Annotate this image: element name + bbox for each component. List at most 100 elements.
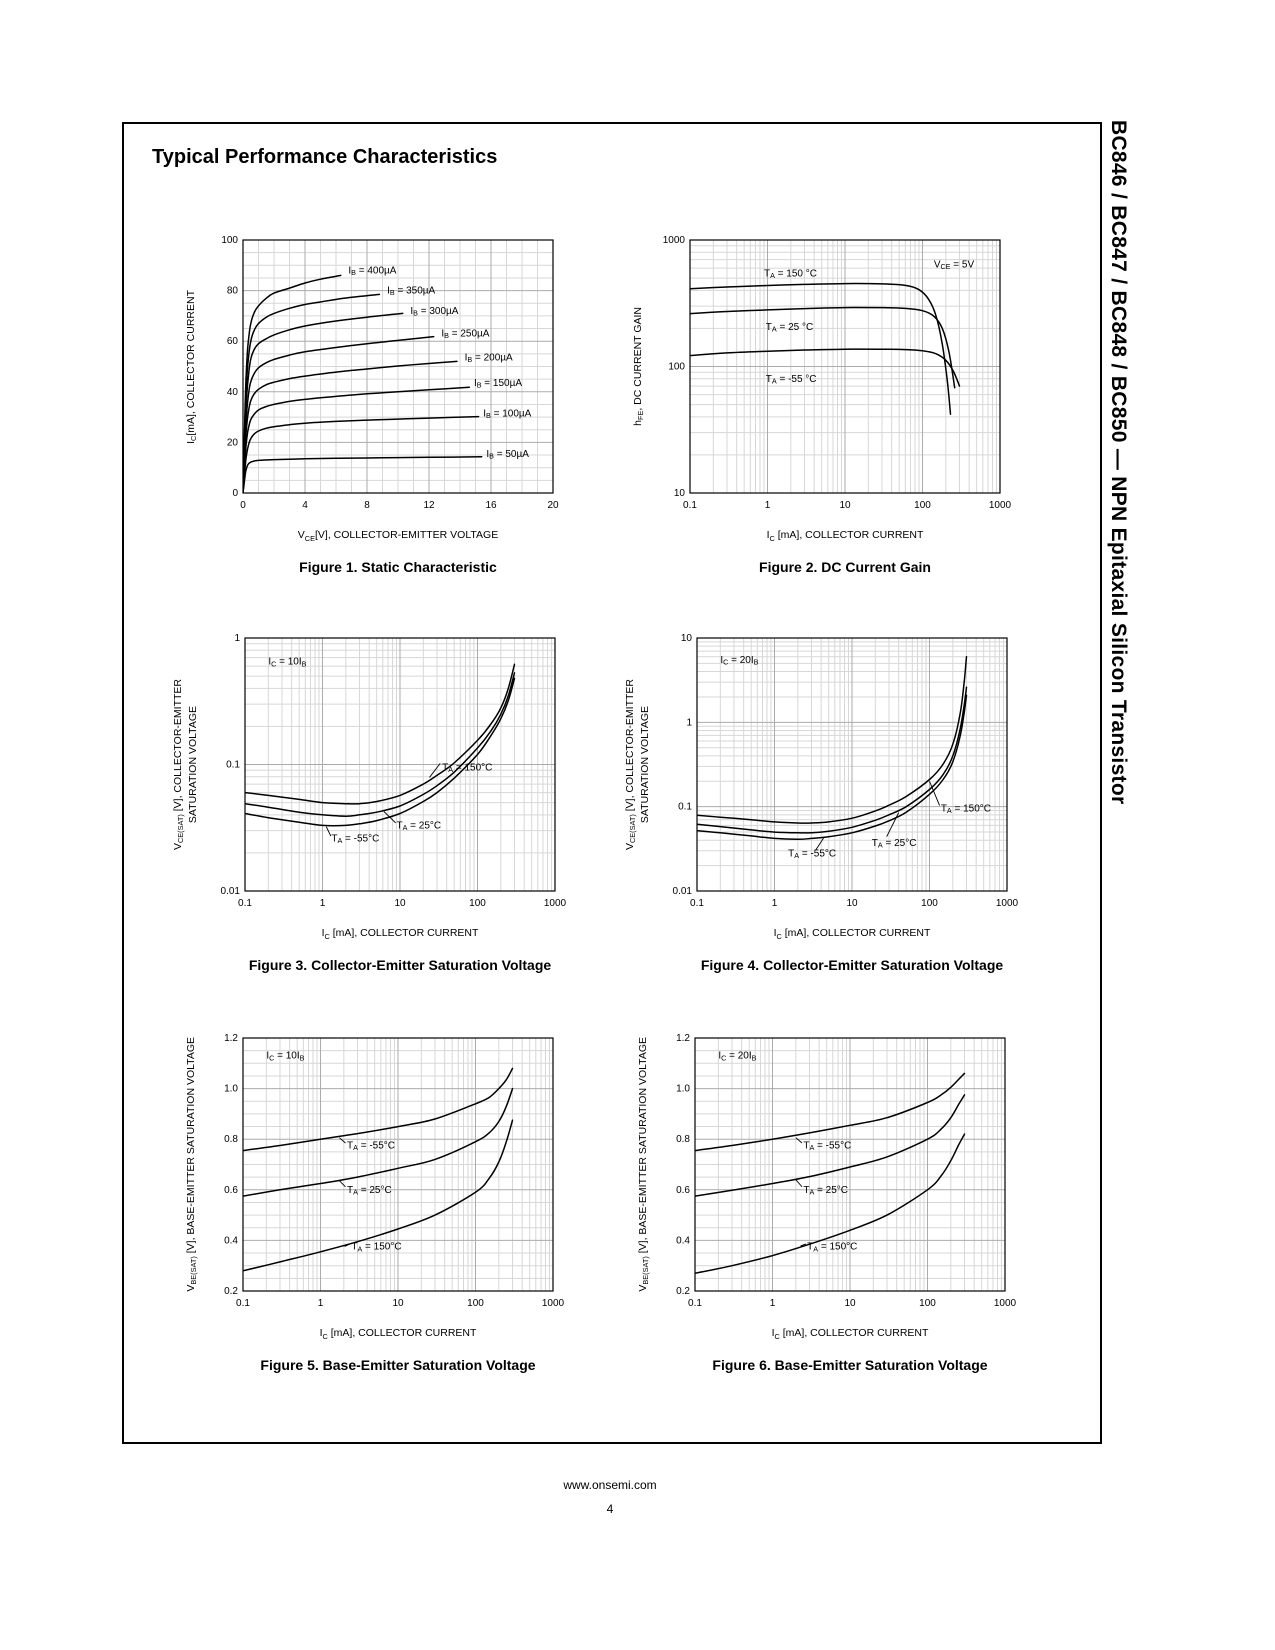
y-axis-label-line: SATURATION VOLTAGE	[639, 705, 652, 824]
chart-text: 1000	[663, 235, 686, 246]
chart-text: TA = 150 °C	[764, 268, 817, 280]
chart-text: 0.01	[673, 886, 693, 897]
series-ta-55-c	[243, 1067, 514, 1152]
chart-canvas: IC = 20IB TA = 150°C TA = 25°C TA = -55°C 0.…	[673, 633, 1019, 909]
series-ib-100-a	[243, 415, 480, 493]
chart-text: TA = 150°C	[442, 762, 492, 774]
series-ta-150-c	[243, 1119, 514, 1272]
chart-text: 0.01	[221, 886, 241, 897]
chart-text: 16	[485, 500, 497, 511]
series-ta-55-c	[690, 348, 961, 387]
footer-page-number: 4	[606, 1502, 614, 1516]
plot-area: IC = 10IB TA = -55°C TA = 25°C TA = 150°C 0.…	[209, 1032, 564, 1325]
chart-text: 1	[318, 1298, 324, 1309]
chart-canvas: IC = 10IB TA = 150°C TA = 25°C TA = -55°C 0.…	[221, 633, 567, 909]
chart-text: 100	[467, 1298, 484, 1309]
figure-caption: Figure 3. Collector-Emitter Saturation V…	[248, 957, 552, 974]
x-axis-label: IC [mA], COLLECTOR CURRENT	[319, 1327, 477, 1342]
chart-text: 1	[234, 633, 240, 644]
y-axis-label-line: hFE, DC CURRENT GAIN	[631, 307, 645, 426]
figure-3-block: VCE(SAT) [V], COLLECTOR-EMITTER SATURATIO…	[161, 632, 567, 974]
chart-text: 10	[839, 500, 851, 511]
figure-caption: Figure 2. DC Current Gain	[759, 559, 931, 576]
chart-text: 10	[681, 633, 693, 644]
chart-text: 1	[320, 898, 326, 909]
series-ib-250-a	[243, 335, 435, 493]
chart-text: 100	[221, 235, 238, 246]
chart-text: TA = 150°C	[807, 1241, 857, 1253]
chart-text: IB = 50µA	[486, 448, 529, 460]
series-ta-25-c	[690, 306, 956, 389]
chart-text: 1.2	[224, 1033, 238, 1044]
chart-text: TA = 25 °C	[766, 322, 813, 334]
figure-4-block: VCE(SAT) [V], COLLECTOR-EMITTER SATURATIO…	[613, 632, 1019, 973]
chart-text: IB = 300µA	[410, 305, 458, 317]
x-axis-label: IC [mA], COLLECTOR CURRENT	[771, 1327, 929, 1342]
chart-text: TA = -55°C	[803, 1140, 851, 1152]
y-axis-label-line: IC[mA], COLLECTOR CURRENT	[184, 289, 198, 444]
y-axis-label: VBE(SAT) [V], BASE-EMITTER SATURATION VO…	[173, 1032, 209, 1297]
y-axis-label: VBE(SAT) [V], BASE-EMITTER SATURATION VO…	[625, 1032, 661, 1297]
chart-text: 0.8	[676, 1134, 690, 1145]
series-ta-150-c	[697, 655, 968, 824]
chart-canvas: IC = 10IB TA = -55°C TA = 25°C TA = 150°C 0.…	[224, 1033, 564, 1309]
chart-text: 100	[469, 898, 486, 909]
chart-text: 10	[846, 898, 858, 909]
chart-text: 1.0	[224, 1083, 238, 1094]
plot-area: IC = 20IB TA = 150°C TA = 25°C TA = -55°C 0.…	[663, 632, 1019, 925]
y-axis-label: hFE, DC CURRENT GAIN	[620, 234, 656, 499]
chart-text: 10	[394, 898, 406, 909]
chart-text: 1	[770, 1298, 776, 1309]
y-axis-label: IC[mA], COLLECTOR CURRENT	[173, 234, 209, 499]
chart-text: VCE = 5V	[934, 259, 975, 271]
y-axis-label: VCE(SAT) [V], COLLECTOR-EMITTER SATURATIO…	[161, 632, 211, 897]
series-ta-25-c	[697, 686, 968, 834]
chart-text: TA = 25°C	[396, 820, 441, 832]
figure-caption: Figure 1. Static Characteristic	[299, 559, 497, 576]
chart-text: 1	[686, 717, 692, 728]
x-axis-label: IC [mA], COLLECTOR CURRENT	[773, 927, 931, 942]
figure-5-block: VBE(SAT) [V], BASE-EMITTER SATURATION VO…	[173, 1032, 565, 1373]
chart-text: 1000	[542, 1298, 565, 1309]
chart-text: 80	[227, 285, 239, 296]
chart-text: TA = 150°C	[941, 803, 991, 815]
series-ta-55-c	[697, 694, 968, 841]
chart-text: 0.1	[236, 1298, 250, 1309]
chart-text: 60	[227, 336, 239, 347]
x-axis-label: IC [mA], COLLECTOR CURRENT	[321, 927, 479, 942]
chart-text: 0	[240, 500, 246, 511]
chart-text: TA = -55°C	[788, 848, 836, 860]
y-axis-label-line: VBE(SAT) [V], BASE-EMITTER SATURATION VO…	[636, 1037, 650, 1292]
chart-text: 0	[232, 488, 238, 499]
series-ta-55-c	[695, 1072, 966, 1152]
chart-text: 100	[919, 1298, 936, 1309]
chart-canvas: IB = 400µA IB = 350µA IB = 300µA IB = 250µA…	[221, 235, 559, 511]
figure-6-block: VBE(SAT) [V], BASE-EMITTER SATURATION VO…	[625, 1032, 1017, 1374]
y-axis-label: VCE(SAT) [V], COLLECTOR-EMITTER SATURATIO…	[613, 632, 663, 897]
figure-2-block: hFE, DC CURRENT GAIN TA = 150 °C TA = 25 …	[620, 234, 1012, 576]
chart-text: 12	[423, 500, 435, 511]
y-axis-label-line: VCE(SAT) [V], COLLECTOR-EMITTER	[624, 678, 638, 851]
chart-canvas: IC = 20IB TA = -55°C TA = 25°C TA = 150°C 0.…	[676, 1033, 1016, 1309]
plot-area: IC = 10IB TA = 150°C TA = 25°C TA = -55°C 0.…	[211, 632, 567, 925]
chart-text: IB = 100µA	[483, 408, 531, 420]
series-ib-300-a	[243, 312, 404, 493]
x-axis-label: VCE[V], COLLECTOR-EMITTER VOLTAGE	[297, 529, 499, 544]
chart-text: 0.4	[676, 1235, 690, 1246]
chart-text: 10	[844, 1298, 856, 1309]
chart-text: 0.1	[238, 898, 252, 909]
chart-text: 20	[547, 500, 559, 511]
page-title: Typical Performance Characteristics	[152, 146, 498, 168]
chart-text: IB = 150µA	[474, 378, 522, 390]
chart-text: IB = 350µA	[387, 285, 435, 297]
chart-text: 0.2	[224, 1286, 238, 1297]
chart-text: 1.0	[676, 1083, 690, 1094]
series-ta-150-c	[695, 1133, 966, 1275]
chart-text: IC = 20IB	[720, 655, 758, 667]
plot-area: TA = 150 °C TA = 25 °C TA = -55 °C VCE = 5V…	[656, 234, 1012, 527]
side-banner: BC846 / BC847 / BC848 / BC850 — NPN Epit…	[1107, 120, 1130, 805]
chart-text: IB = 200µA	[465, 352, 513, 364]
chart-text: 10	[674, 488, 686, 499]
series-ta-150-c	[245, 663, 516, 805]
figure-caption: Figure 6. Base-Emitter Saturation Voltag…	[712, 1357, 988, 1374]
